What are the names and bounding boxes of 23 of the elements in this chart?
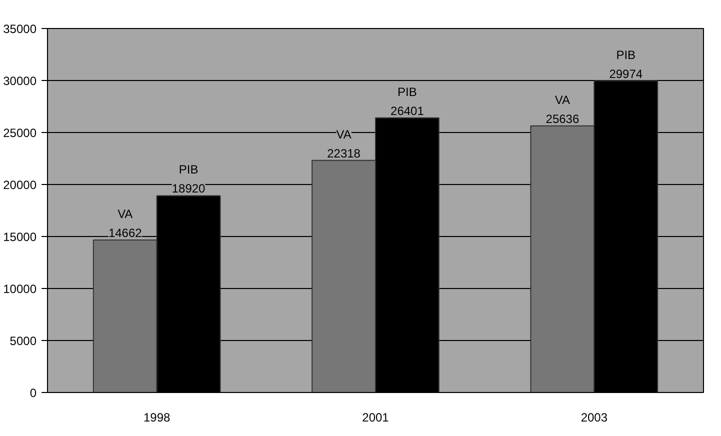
text: VA: [554, 92, 570, 107]
y-tick-label: 20000: [3, 178, 37, 192]
data-label: 22318: [327, 146, 361, 160]
text: PIB: [178, 162, 198, 177]
data-label: 26401: [390, 104, 424, 118]
y-tick-label: 0: [30, 386, 37, 400]
y-tick-label: 30000: [3, 74, 37, 88]
series-label: VA: [118, 207, 133, 222]
text: VA: [336, 127, 352, 142]
y-tick-label: 25000: [3, 126, 37, 140]
data-label: 25636: [546, 112, 580, 126]
x-tick-label: 1998: [143, 410, 171, 424]
x-tick-label: 2003: [580, 410, 608, 424]
y-tick-label: 10000: [3, 282, 37, 296]
y-tick-label: 15000: [3, 230, 37, 244]
y-tick-label: 35000: [3, 22, 37, 36]
data-label: 18920: [172, 182, 206, 196]
text: PIB: [398, 84, 417, 99]
data-label: 29974: [609, 66, 643, 81]
data-label: 14662: [108, 226, 142, 240]
series-label: PIB: [616, 48, 636, 62]
y-tick-label: 5000: [10, 334, 37, 348]
x-tick-label: 2001: [362, 410, 390, 424]
